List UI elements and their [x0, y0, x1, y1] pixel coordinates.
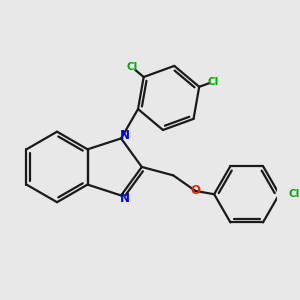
- Text: Cl: Cl: [208, 77, 219, 87]
- Text: N: N: [120, 129, 130, 142]
- Text: Cl: Cl: [289, 189, 300, 199]
- Text: O: O: [190, 184, 200, 197]
- Text: N: N: [120, 192, 130, 205]
- Text: Cl: Cl: [127, 62, 138, 72]
